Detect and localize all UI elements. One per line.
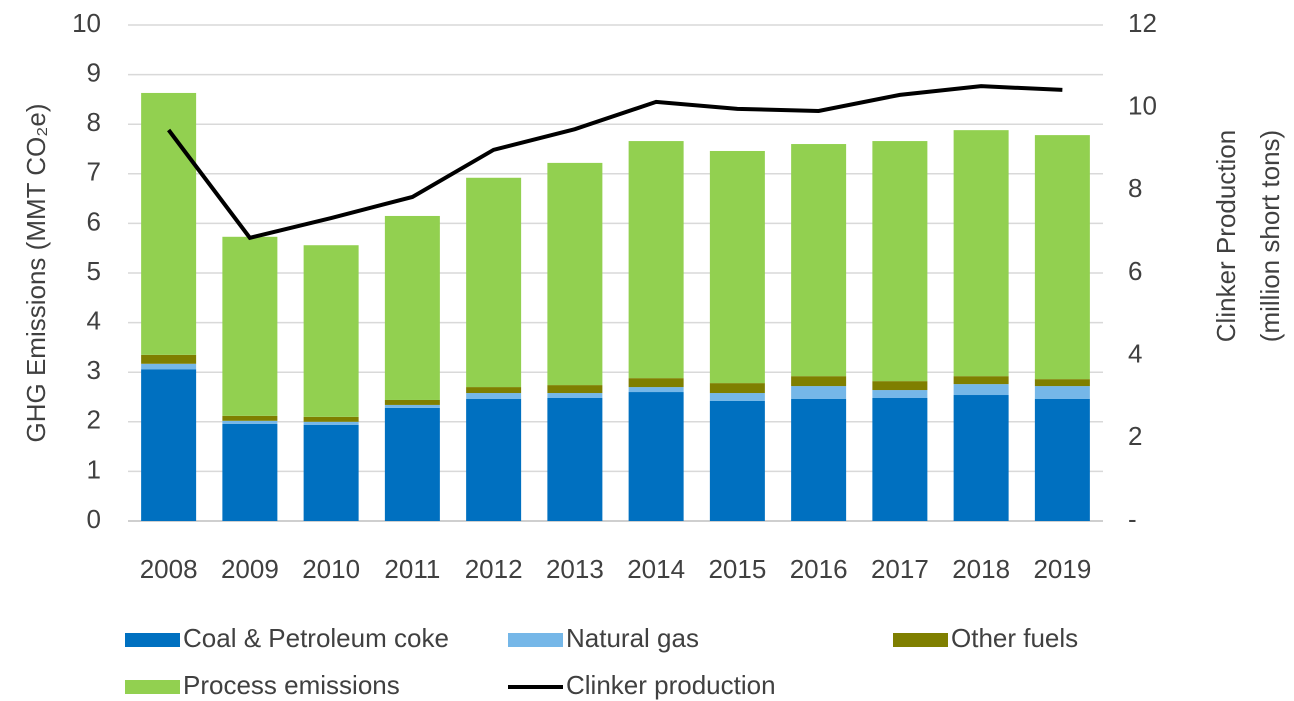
- y2-tick-label: 12: [1128, 8, 1157, 38]
- bar-segment: [872, 397, 928, 521]
- bar-segment: [791, 144, 847, 377]
- bar-segment: [141, 92, 197, 355]
- bar-segment: [953, 395, 1009, 521]
- x-tick-label: 2014: [627, 554, 685, 584]
- x-tick-label: 2010: [302, 554, 360, 584]
- bar-segment: [872, 141, 928, 382]
- bar-segment: [384, 404, 440, 408]
- x-tick-label: 2011: [384, 554, 440, 584]
- legend-label: Other fuels: [951, 623, 1078, 653]
- bar-segment: [222, 415, 278, 421]
- y2-tick-label: 4: [1128, 339, 1142, 369]
- bar-segment: [872, 381, 928, 391]
- legend-swatch: [125, 633, 180, 647]
- x-tick-label: 2013: [546, 554, 604, 584]
- x-tick-label: 2012: [465, 554, 523, 584]
- x-tick-label: 2015: [708, 554, 766, 584]
- y-tick-label: 7: [87, 157, 101, 187]
- x-tick-label: 2017: [871, 554, 929, 584]
- bar-segment: [628, 141, 684, 379]
- y-tick-label: 8: [87, 107, 101, 137]
- bar-segment: [709, 393, 765, 401]
- y-tick-label: 3: [87, 355, 101, 385]
- legend-label: Natural gas: [566, 623, 699, 653]
- y2-tick-label: 2: [1128, 421, 1142, 451]
- x-tick-label: 2016: [790, 554, 848, 584]
- bar-segment: [141, 363, 197, 370]
- bar-segment: [872, 390, 928, 398]
- bar-segment: [791, 386, 847, 399]
- bar-segment: [466, 398, 522, 521]
- bar-segment: [466, 387, 522, 394]
- x-tick-label: 2008: [140, 554, 198, 584]
- y-tick-label: 6: [87, 206, 101, 236]
- y-tick-label: 9: [87, 57, 101, 87]
- bar-segment: [547, 393, 603, 398]
- bar-segment: [953, 130, 1009, 377]
- bar-segment: [953, 376, 1009, 385]
- y-tick-label: 2: [87, 405, 101, 435]
- bar-segment: [303, 421, 359, 425]
- bar-segment: [141, 369, 197, 521]
- bar-segment: [384, 399, 440, 405]
- bar-segment: [303, 416, 359, 422]
- bar-segment: [1034, 398, 1090, 521]
- bar-segment: [628, 387, 684, 393]
- y2-tick-label: -: [1128, 504, 1137, 534]
- bar-segment: [222, 423, 278, 521]
- x-tick-label: 2009: [221, 554, 279, 584]
- y-axis-label: GHG Emissions (MMT CO₂e): [21, 104, 51, 443]
- bar-segment: [384, 215, 440, 400]
- y-tick-label: 5: [87, 256, 101, 286]
- bar-segment: [709, 400, 765, 521]
- legend-label: Process emissions: [183, 670, 400, 700]
- legend-label: Coal & Petroleum coke: [183, 623, 449, 653]
- bar-segment: [1034, 386, 1090, 399]
- bar-segment: [791, 398, 847, 521]
- bar-segment: [303, 245, 359, 417]
- y2-axis-label: (million short tons): [1255, 130, 1285, 342]
- bar-segment: [384, 407, 440, 521]
- bar-segment: [547, 385, 603, 394]
- bar-segment: [709, 150, 765, 384]
- bar-segment: [141, 354, 197, 364]
- bar-segment: [628, 392, 684, 521]
- x-tick-label: 2018: [952, 554, 1010, 584]
- bar-segment: [466, 177, 522, 388]
- bar-segment: [1034, 135, 1090, 380]
- y2-tick-label: 6: [1128, 256, 1142, 286]
- legend-swatch: [893, 633, 948, 647]
- line: [167, 84, 1063, 241]
- bar-segment: [547, 397, 603, 521]
- bar-segment: [222, 236, 278, 416]
- bar-segment: [466, 393, 522, 399]
- y-tick-label: 1: [87, 454, 101, 484]
- bar-segment: [547, 162, 603, 386]
- y2-tick-label: 8: [1128, 173, 1142, 203]
- y-tick-label: 4: [87, 305, 101, 335]
- bar-segment: [628, 378, 684, 388]
- legend-label: Clinker production: [566, 670, 776, 700]
- bar-segment: [953, 384, 1009, 396]
- y2-axis-label: Clinker Production: [1211, 130, 1241, 342]
- legend-swatch: [508, 633, 563, 647]
- bar-segment: [222, 420, 278, 424]
- bar-segment: [303, 424, 359, 521]
- bar-segment: [1034, 379, 1090, 387]
- y-tick-label: 10: [72, 8, 101, 38]
- bar-segment: [791, 376, 847, 387]
- bar-segment: [709, 383, 765, 394]
- legend-swatch: [125, 680, 180, 694]
- y2-tick-label: 10: [1128, 91, 1157, 121]
- y-tick-label: 0: [87, 504, 101, 534]
- x-tick-label: 2019: [1033, 554, 1091, 584]
